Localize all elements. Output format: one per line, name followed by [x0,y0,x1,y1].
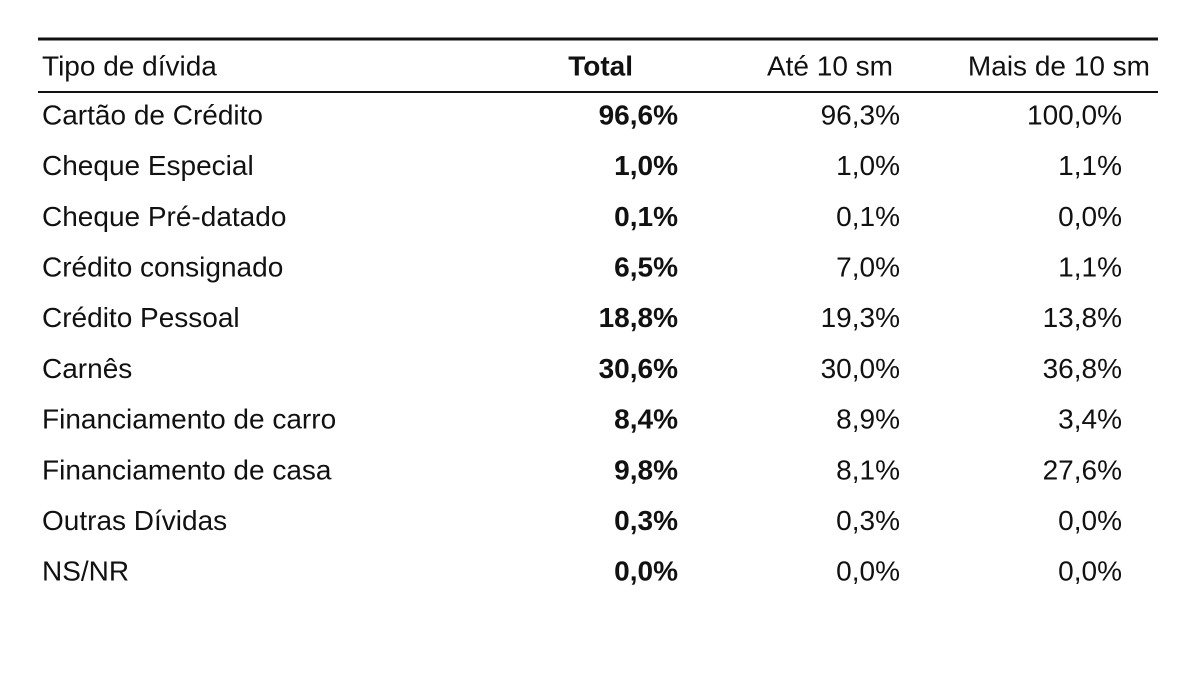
row-label: Carnês [42,353,132,384]
cell-value: 1,0% [836,150,900,181]
header-cell: Mais de 10 sm [968,50,1150,81]
row-label: NS/NR [42,556,129,587]
cell-value: 8,1% [836,454,900,485]
cell-value: 1,1% [1058,251,1122,282]
cell-value: 36,8% [1043,353,1122,384]
cell-value: 30,0% [821,353,900,384]
cell-value: 96,6% [599,99,678,130]
header-cell: Tipo de dívida [42,50,217,81]
cell-value: 0,3% [614,505,678,536]
cell-value: 0,0% [1058,556,1122,587]
cell-value: 18,8% [599,302,678,333]
cell-value: 8,9% [836,404,900,435]
cell-value: 19,3% [821,302,900,333]
cell-value: 96,3% [821,99,900,130]
cell-value: 1,1% [1058,150,1122,181]
row-label: Crédito Pessoal [42,302,240,333]
row-label: Financiamento de carro [42,404,336,435]
row-label: Cartão de Crédito [42,99,263,130]
header-cell: Até 10 sm [767,50,893,81]
cell-value: 0,0% [614,556,678,587]
cell-value: 0,0% [1058,505,1122,536]
cell-value: 0,1% [614,201,678,232]
row-label: Cheque Especial [42,150,254,181]
cell-value: 8,4% [614,404,678,435]
cell-value: 0,0% [1058,201,1122,232]
cell-value: 6,5% [614,251,678,282]
cell-value: 100,0% [1027,99,1122,130]
row-label: Outras Dívidas [42,505,227,536]
cell-value: 30,6% [599,353,678,384]
cell-value: 0,0% [836,556,900,587]
cell-value: 1,0% [614,150,678,181]
cell-value: 0,3% [836,505,900,536]
cell-value: 3,4% [1058,404,1122,435]
cell-value: 7,0% [836,251,900,282]
row-label: Crédito consignado [42,251,283,282]
header-cell: Total [568,50,633,81]
row-label: Financiamento de casa [42,454,332,485]
cell-value: 27,6% [1043,454,1122,485]
cell-value: 13,8% [1043,302,1122,333]
cell-value: 9,8% [614,454,678,485]
row-label: Cheque Pré-datado [42,201,286,232]
cell-value: 0,1% [836,201,900,232]
